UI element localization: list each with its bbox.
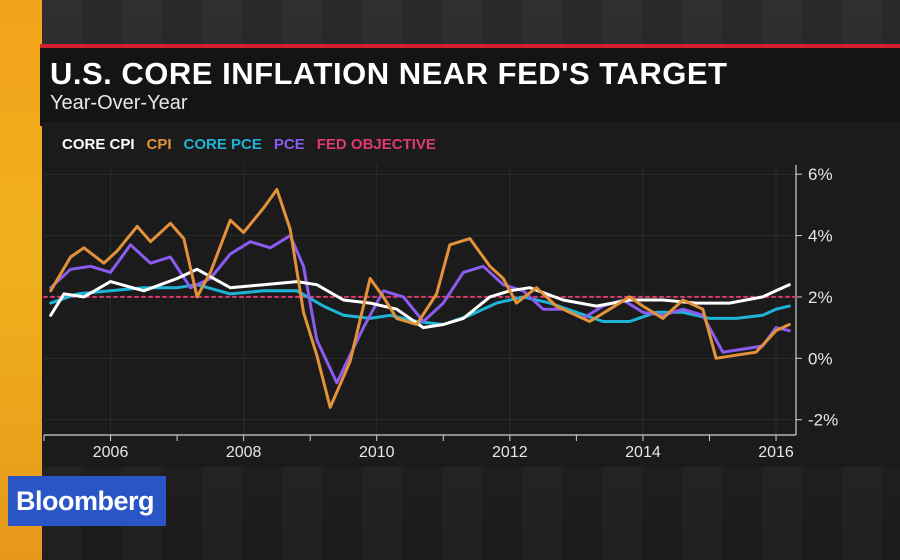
core-cpi-series-line bbox=[49, 267, 791, 330]
y-tick-label: 0% bbox=[808, 349, 833, 368]
legend-cpi: CPI bbox=[146, 136, 172, 153]
pce-series-line bbox=[49, 234, 791, 385]
x-tick-label: 2014 bbox=[625, 444, 661, 461]
bloomberg-logo: Bloomberg bbox=[8, 476, 166, 526]
y-tick-label: -2% bbox=[808, 411, 838, 430]
legend-core-pce: CORE PCE bbox=[183, 136, 262, 153]
x-tick-label: 2010 bbox=[359, 444, 395, 461]
x-tick-label: 2012 bbox=[492, 444, 528, 461]
y-tick-label: 4% bbox=[808, 227, 833, 246]
cpi-series-line bbox=[49, 188, 791, 409]
title-bar: U.S. CORE INFLATION NEAR FED'S TARGET Ye… bbox=[40, 44, 900, 126]
legend-core-cpi: CORE CPI bbox=[62, 136, 135, 153]
legend-pce: PCE bbox=[273, 136, 305, 153]
chart-panel bbox=[42, 122, 900, 467]
chart-title: U.S. CORE INFLATION NEAR FED'S TARGET bbox=[50, 56, 728, 91]
left-accent-band bbox=[0, 0, 42, 560]
x-tick-label: 2016 bbox=[758, 444, 794, 461]
legend-fed-objective: FED OBJECTIVE bbox=[316, 136, 436, 153]
x-tick-label: 2008 bbox=[226, 444, 262, 461]
y-tick-label: 2% bbox=[808, 288, 833, 307]
y-tick-label: 6% bbox=[808, 165, 833, 184]
chart-subtitle: Year-Over-Year bbox=[50, 92, 188, 114]
x-tick-label: 2006 bbox=[93, 444, 129, 461]
chart-legend: CORE CPI CPI CORE PCE PCE FED OBJECTIVE bbox=[62, 136, 436, 153]
